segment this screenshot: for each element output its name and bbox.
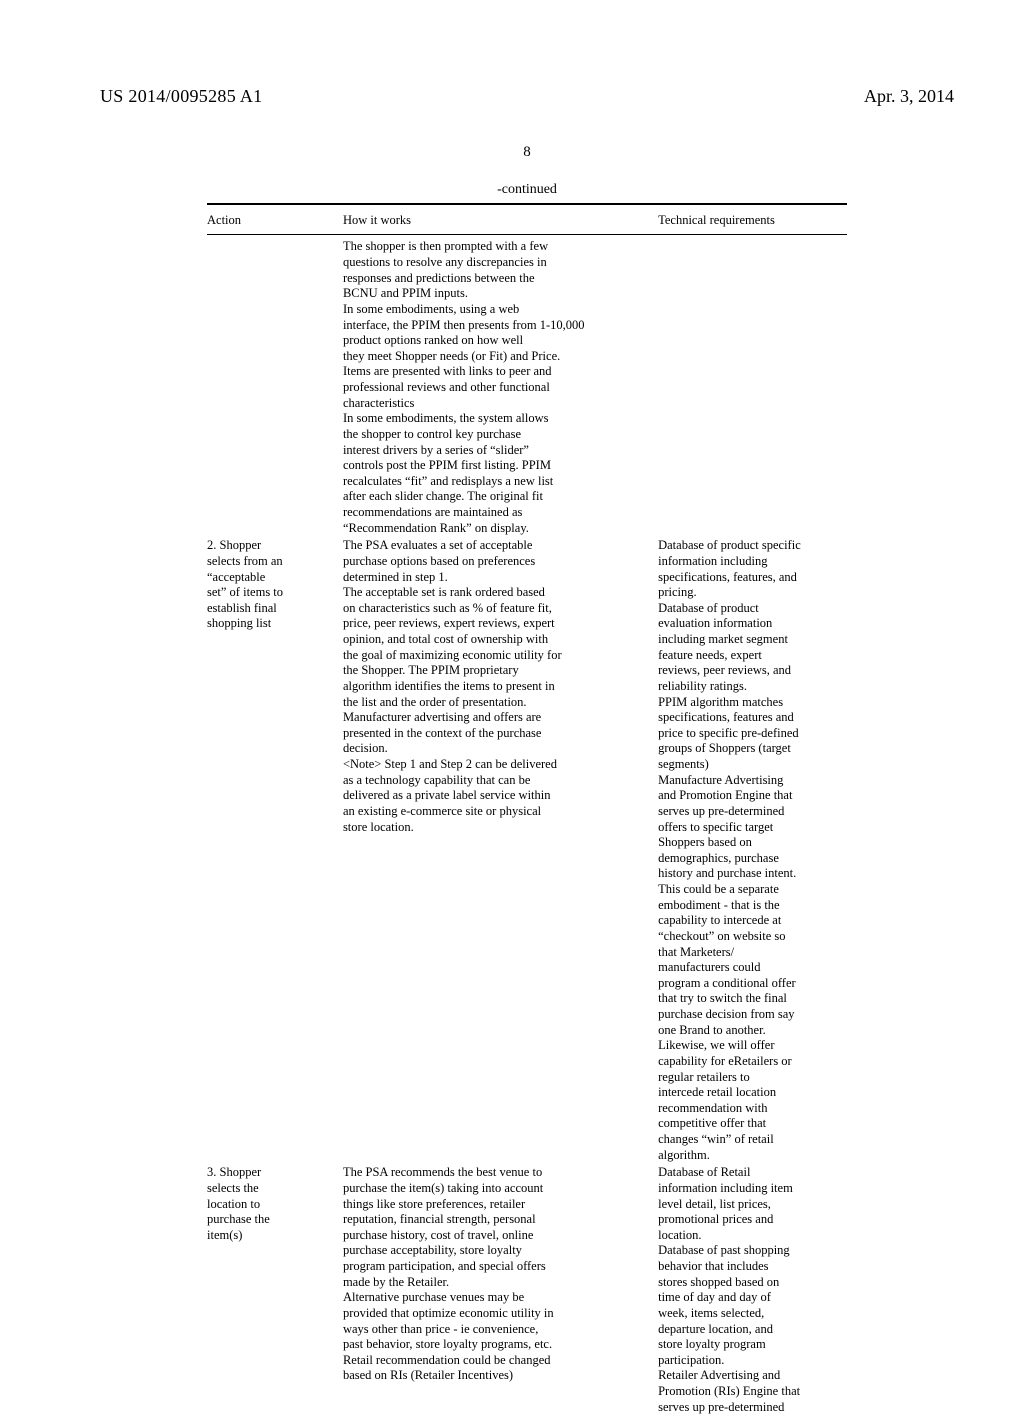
- table-container: -continued Action How it works Technical…: [207, 181, 847, 1415]
- page-header: US 2014/0095285 A1 Apr. 3, 2014: [100, 85, 954, 108]
- col-header-action: Action: [207, 213, 343, 229]
- cell-how: The PSA evaluates a set of acceptable pu…: [343, 538, 658, 1163]
- cell-tech: Database of product specific information…: [658, 538, 847, 1163]
- cell-how: The PSA recommends the best venue to pur…: [343, 1165, 658, 1415]
- cell-tech: [658, 239, 847, 536]
- publication-date: Apr. 3, 2014: [864, 85, 954, 108]
- cell-how: The shopper is then prompted with a few …: [343, 239, 658, 536]
- cell-action: [207, 239, 343, 536]
- col-header-tech: Technical requirements: [658, 213, 847, 229]
- table-row: 2. Shopper selects from an “acceptable s…: [207, 538, 847, 1163]
- table-header-row: Action How it works Technical requiremen…: [207, 210, 847, 233]
- cell-action: 2. Shopper selects from an “acceptable s…: [207, 538, 343, 1163]
- table-row: The shopper is then prompted with a few …: [207, 239, 847, 536]
- page: US 2014/0095285 A1 Apr. 3, 2014 8 -conti…: [0, 0, 1024, 1320]
- rule-under-header: [207, 234, 847, 235]
- page-number: 8: [100, 143, 954, 162]
- col-header-how: How it works: [343, 213, 658, 229]
- table-row: 3. Shopper selects the location to purch…: [207, 1165, 847, 1415]
- rule-top: [207, 203, 847, 205]
- continued-label: -continued: [207, 181, 847, 199]
- cell-tech: Database of Retail information including…: [658, 1165, 847, 1415]
- publication-number: US 2014/0095285 A1: [100, 85, 262, 108]
- cell-action: 3. Shopper selects the location to purch…: [207, 1165, 343, 1415]
